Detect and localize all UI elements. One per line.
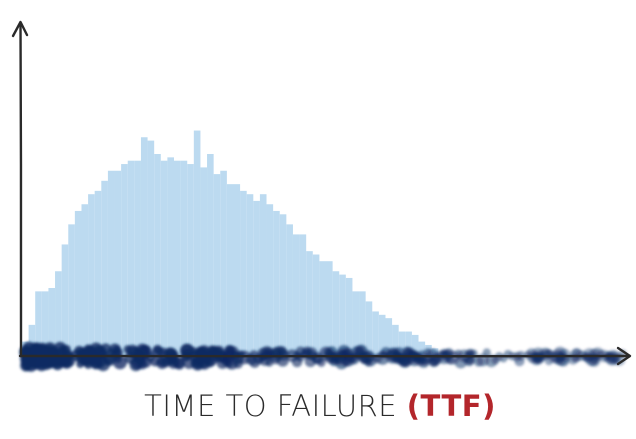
bar [398, 331, 406, 355]
bar [127, 160, 135, 355]
sample-point [22, 360, 33, 371]
sample-point [605, 352, 619, 366]
sample-point [137, 359, 148, 370]
bar [154, 154, 161, 355]
x-axis-arrow [616, 346, 632, 366]
bar [41, 291, 49, 355]
sample-point [396, 353, 408, 365]
sample-point [76, 349, 86, 359]
bar [35, 291, 42, 355]
sample-point [540, 349, 551, 360]
bar [187, 164, 194, 355]
histogram [22, 130, 439, 355]
bar [339, 274, 346, 355]
sample-point [231, 351, 244, 365]
sample-point [454, 355, 468, 369]
bar [286, 224, 293, 355]
bar [61, 244, 69, 355]
bar [174, 160, 181, 355]
bar [365, 301, 373, 355]
bar [180, 160, 188, 355]
axes [11, 20, 632, 366]
bar [226, 184, 234, 355]
bar [101, 180, 108, 355]
bar [253, 200, 260, 355]
bar [81, 204, 89, 355]
bar [372, 311, 379, 355]
bar [134, 160, 141, 355]
bar [279, 214, 287, 355]
bar [352, 291, 360, 355]
bar [266, 204, 274, 355]
bar [259, 194, 267, 355]
sample-point [249, 357, 261, 368]
sample-point [491, 355, 500, 365]
sample-point [291, 356, 303, 368]
sample-point [531, 347, 546, 362]
bar [326, 261, 333, 355]
bar [121, 164, 128, 355]
bar [220, 170, 227, 355]
bar [28, 324, 36, 355]
sample-point [76, 360, 85, 369]
sample-point [311, 352, 324, 365]
bar [193, 130, 201, 355]
sample-point [49, 346, 60, 356]
bar [345, 277, 353, 355]
bar [385, 318, 393, 355]
bar [140, 137, 148, 355]
sample-point [153, 344, 163, 354]
bar [312, 254, 320, 355]
sample-point [482, 348, 491, 357]
sample-point [423, 348, 432, 357]
bar [292, 234, 300, 355]
bar [213, 174, 221, 355]
bar [405, 331, 412, 355]
bar [160, 160, 168, 355]
sample-point [61, 344, 71, 354]
bar [378, 314, 386, 355]
bar [299, 234, 307, 355]
bar [48, 288, 56, 355]
bar [68, 224, 75, 355]
bar [240, 190, 247, 355]
sample-point [30, 342, 44, 356]
bar [359, 291, 366, 355]
bar [167, 157, 174, 355]
bar [392, 324, 399, 355]
sample-point [276, 354, 289, 367]
bar [200, 167, 208, 355]
sample-point [295, 346, 306, 357]
bar [147, 140, 155, 355]
x-axis-label-text: TIME TO FAILURE [144, 389, 407, 423]
bar [94, 190, 102, 355]
bar [411, 334, 419, 355]
bar [74, 210, 82, 355]
y-axis-arrow [11, 20, 29, 38]
bar [332, 271, 340, 355]
x-axis-label-highlight: (TTF) [407, 389, 496, 423]
sample-point [167, 355, 179, 366]
bar [114, 170, 122, 355]
sample-point [96, 357, 110, 372]
sample-point [93, 346, 107, 360]
sample-point [591, 355, 600, 364]
x-axis [18, 354, 630, 358]
bar [55, 271, 62, 355]
bar [273, 210, 280, 355]
x-axis-label: TIME TO FAILURE (TTF) [144, 389, 496, 423]
bar [107, 170, 115, 355]
bar [246, 194, 254, 355]
bar [319, 261, 326, 355]
sample-point [112, 345, 122, 355]
bar [233, 184, 241, 355]
bar [418, 341, 426, 355]
sample-point [50, 354, 61, 366]
bar [88, 194, 95, 355]
bar [306, 251, 313, 355]
y-axis [19, 22, 23, 358]
bar [207, 154, 214, 355]
